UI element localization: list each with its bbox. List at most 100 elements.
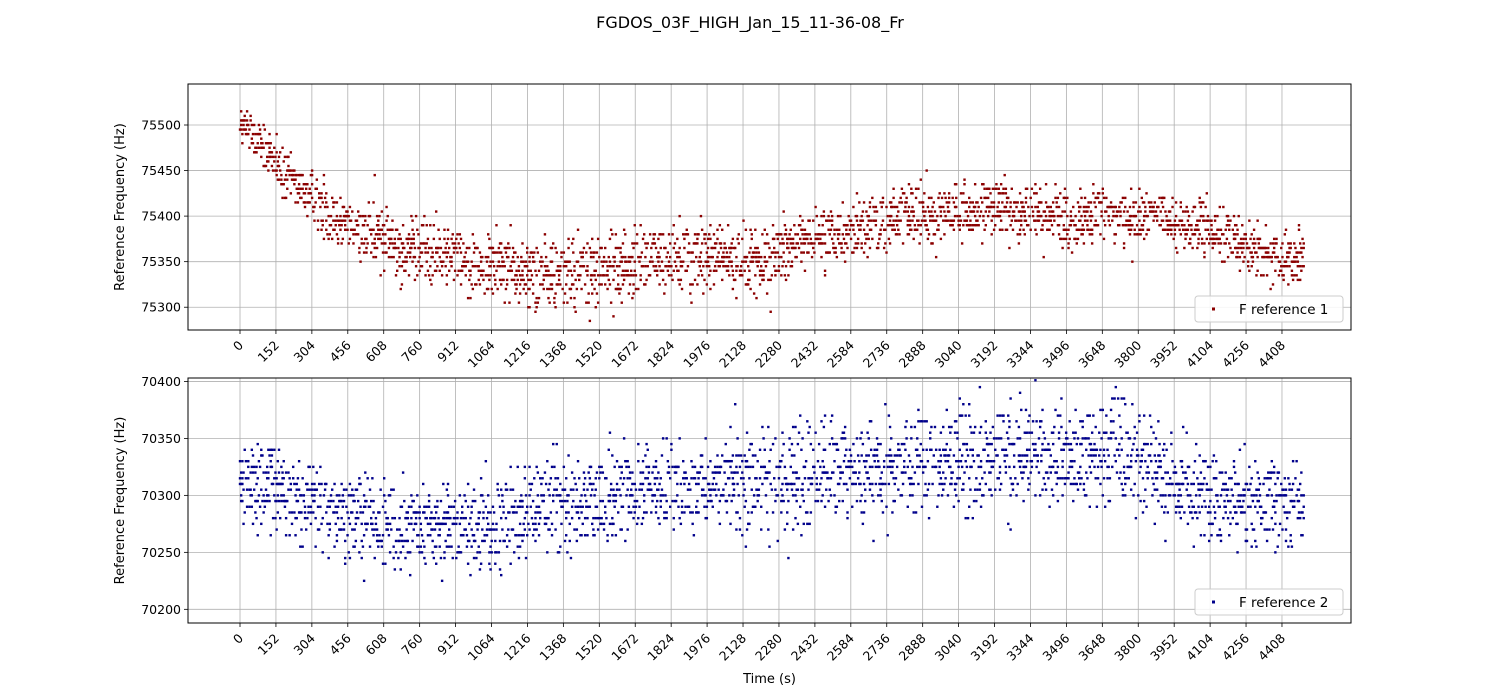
data-point bbox=[1197, 228, 1200, 231]
data-point bbox=[945, 442, 948, 446]
data-point bbox=[669, 505, 672, 508]
data-point bbox=[982, 183, 985, 186]
data-point bbox=[825, 488, 828, 491]
data-point bbox=[643, 494, 646, 497]
data-point bbox=[573, 265, 576, 268]
data-point bbox=[859, 224, 862, 227]
data-point bbox=[1301, 237, 1304, 241]
data-point bbox=[591, 283, 594, 286]
data-point bbox=[582, 488, 586, 491]
data-point bbox=[1215, 459, 1218, 463]
data-point bbox=[1141, 511, 1145, 514]
data-point bbox=[1179, 516, 1183, 520]
data-point bbox=[716, 465, 719, 469]
data-point bbox=[907, 454, 911, 457]
data-point bbox=[893, 482, 896, 486]
data-point bbox=[466, 505, 470, 508]
data-point bbox=[1236, 233, 1239, 236]
data-point bbox=[1265, 539, 1269, 543]
data-point bbox=[796, 242, 800, 245]
data-point bbox=[1100, 437, 1103, 440]
data-point bbox=[627, 511, 631, 514]
data-point bbox=[1122, 242, 1126, 245]
data-point bbox=[483, 292, 486, 295]
data-point bbox=[612, 315, 615, 318]
data-point bbox=[600, 260, 603, 263]
data-point bbox=[254, 511, 257, 514]
data-point bbox=[860, 214, 863, 218]
data-point bbox=[1252, 494, 1256, 497]
data-point bbox=[1166, 511, 1170, 514]
data-point bbox=[336, 237, 340, 241]
data-point bbox=[316, 228, 320, 231]
data-point bbox=[1094, 477, 1097, 480]
data-point bbox=[1181, 210, 1185, 213]
data-point bbox=[670, 442, 673, 446]
data-point bbox=[664, 283, 667, 286]
data-point bbox=[944, 454, 947, 457]
data-point bbox=[945, 201, 948, 204]
data-point bbox=[397, 556, 400, 560]
data-point bbox=[479, 477, 483, 480]
data-point bbox=[541, 477, 544, 480]
data-point bbox=[492, 511, 496, 514]
data-point bbox=[398, 516, 401, 520]
data-point bbox=[953, 488, 957, 491]
data-point bbox=[671, 278, 674, 282]
data-point bbox=[267, 448, 270, 451]
data-point bbox=[1072, 219, 1075, 222]
data-point bbox=[946, 459, 950, 463]
data-point bbox=[962, 224, 965, 227]
data-point bbox=[393, 237, 397, 241]
data-point bbox=[709, 459, 712, 463]
data-point bbox=[509, 224, 512, 227]
data-point bbox=[566, 274, 569, 277]
data-point bbox=[1102, 196, 1106, 200]
data-point bbox=[526, 251, 529, 254]
data-point bbox=[1035, 420, 1038, 423]
data-point bbox=[490, 539, 493, 543]
data-point bbox=[362, 534, 366, 537]
data-point bbox=[1112, 214, 1115, 218]
data-point bbox=[1256, 471, 1259, 474]
data-point bbox=[257, 123, 261, 127]
data-point bbox=[563, 499, 567, 503]
data-point bbox=[1258, 482, 1262, 486]
data-point bbox=[743, 488, 746, 491]
data-point bbox=[633, 242, 636, 245]
data-point bbox=[708, 233, 711, 236]
data-point bbox=[269, 155, 272, 159]
data-point bbox=[418, 511, 421, 514]
data-point bbox=[522, 522, 525, 526]
data-point bbox=[390, 528, 393, 531]
data-point bbox=[801, 228, 804, 231]
data-point bbox=[908, 459, 912, 463]
data-point bbox=[1270, 260, 1274, 263]
data-point bbox=[887, 237, 891, 241]
data-point bbox=[907, 214, 911, 218]
data-point bbox=[1270, 255, 1274, 259]
data-point bbox=[885, 205, 888, 209]
data-point bbox=[1267, 477, 1270, 480]
data-point bbox=[566, 551, 569, 554]
data-point bbox=[1187, 214, 1191, 218]
data-point bbox=[406, 551, 410, 554]
data-point bbox=[1066, 214, 1069, 218]
data-point bbox=[632, 283, 635, 286]
data-point bbox=[821, 459, 824, 463]
data-point bbox=[1020, 224, 1023, 227]
data-point bbox=[470, 528, 473, 531]
data-point bbox=[348, 237, 352, 241]
data-point bbox=[1010, 187, 1013, 190]
data-point bbox=[813, 465, 816, 469]
data-point bbox=[1014, 201, 1017, 204]
data-point bbox=[644, 242, 647, 245]
data-point bbox=[1237, 505, 1240, 508]
data-point bbox=[926, 459, 930, 463]
data-point bbox=[419, 545, 423, 548]
data-point bbox=[361, 214, 365, 218]
data-point bbox=[501, 255, 504, 259]
data-point bbox=[275, 173, 278, 177]
data-point bbox=[1064, 442, 1068, 446]
data-point bbox=[659, 477, 662, 480]
